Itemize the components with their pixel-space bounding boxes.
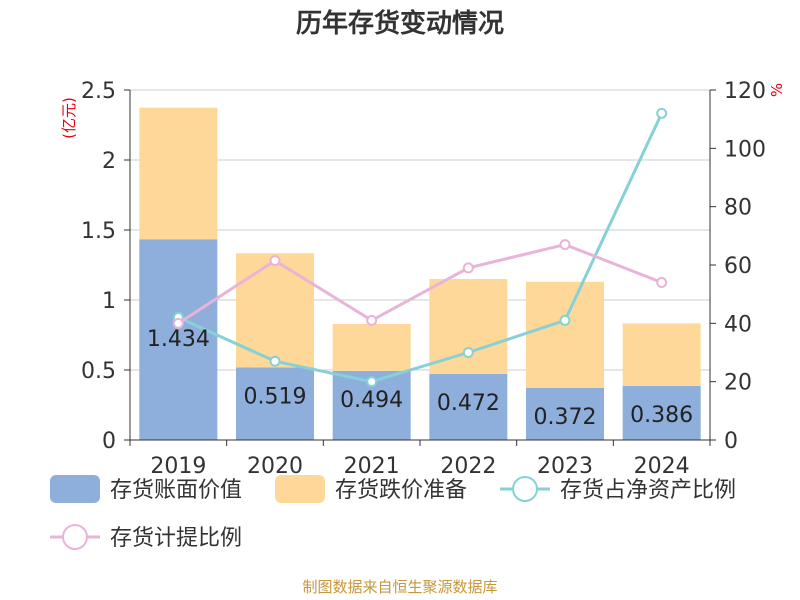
series-point-3 — [462, 262, 474, 274]
x-category-label: 2022 — [440, 454, 496, 479]
right-tick-label: 20 — [724, 371, 752, 396]
bar-inventory-book-value — [236, 367, 314, 440]
bar-inventory-impairment — [622, 323, 701, 386]
chart-title: 历年存货变动情况 — [296, 8, 504, 39]
series-line-3 — [177, 243, 663, 325]
x-category-label: 2024 — [634, 454, 690, 479]
legend-label-impairment: 存货跌价准备 — [335, 478, 467, 503]
x-category-label: 2019 — [150, 454, 206, 479]
right-tick-label: 80 — [724, 196, 752, 221]
left-tick-label: 0.5 — [81, 359, 116, 384]
legend-label-net-asset-ratio: 存货占净资产比例 — [560, 478, 736, 503]
series-point-3 — [172, 317, 184, 329]
x-category-label: 2021 — [344, 454, 400, 479]
right-tick-label: 100 — [724, 137, 766, 162]
series-point-2 — [269, 355, 281, 367]
bar-value-label: 0.372 — [534, 405, 597, 430]
bar-value-label: 0.472 — [437, 391, 500, 416]
bar-inventory-book-value — [139, 239, 218, 440]
bar-value-label: 1.434 — [147, 327, 210, 352]
bar-inventory-book-value — [526, 387, 604, 440]
bar-value-label: 0.519 — [244, 384, 307, 409]
series-point-2 — [559, 314, 571, 326]
right-axis-unit: % — [768, 83, 786, 97]
data-labels: 1.434 0.519 0.494 0.472 0.372 0.386 — [147, 327, 693, 430]
series-line-2 — [177, 112, 664, 384]
series-point-2 — [656, 107, 668, 119]
left-axis-unit: (亿元) — [60, 97, 78, 139]
series-point-3 — [559, 239, 571, 251]
bar-value-label: 0.386 — [630, 403, 693, 428]
right-tick-label: 0 — [724, 429, 738, 454]
left-tick-label: 1 — [102, 289, 116, 314]
left-tick-label: 2 — [102, 149, 116, 174]
series-point-3 — [656, 277, 668, 288]
legend-swatch-impairment — [275, 475, 325, 503]
lines — [172, 107, 668, 388]
legend-marker-provision-ratio — [62, 524, 88, 550]
legend-marker-net-asset-ratio — [512, 476, 538, 502]
left-tick-label: 2.5 — [81, 79, 116, 104]
bar-inventory-impairment — [139, 107, 218, 240]
left-tick-label: 0 — [102, 429, 116, 454]
legend-swatch-book-value — [50, 475, 100, 503]
series-point-3 — [366, 314, 378, 326]
x-category-label: 2020 — [247, 454, 303, 479]
left-tick-label: 1.5 — [81, 219, 116, 244]
right-tick-label: 40 — [724, 312, 752, 337]
bar-value-label: 0.494 — [340, 388, 403, 413]
bar-inventory-book-value — [622, 385, 701, 440]
bar-inventory-book-value — [429, 373, 508, 440]
grid — [130, 89, 710, 371]
series-point-2 — [366, 376, 378, 388]
series-point-3 — [269, 255, 281, 267]
right-tick-label: 60 — [724, 254, 752, 279]
axes: 0 0.5 1 1.5 2 2.5 0 20 40 60 80 100 120 2019 2020 2021 2… — [81, 79, 766, 479]
source-note: 制图数据来自恒生聚源数据库 — [302, 578, 497, 596]
x-category-label: 2023 — [537, 454, 593, 479]
series-point-2 — [462, 347, 474, 358]
bars — [139, 107, 701, 440]
bar-inventory-impairment — [332, 323, 411, 371]
bar-inventory-impairment — [429, 279, 508, 374]
right-tick-label: 120 — [724, 79, 766, 104]
bar-inventory-impairment — [526, 281, 604, 388]
legend-label-provision-ratio: 存货计提比例 — [110, 526, 242, 551]
legend-label-book-value: 存货账面价值 — [110, 478, 242, 503]
